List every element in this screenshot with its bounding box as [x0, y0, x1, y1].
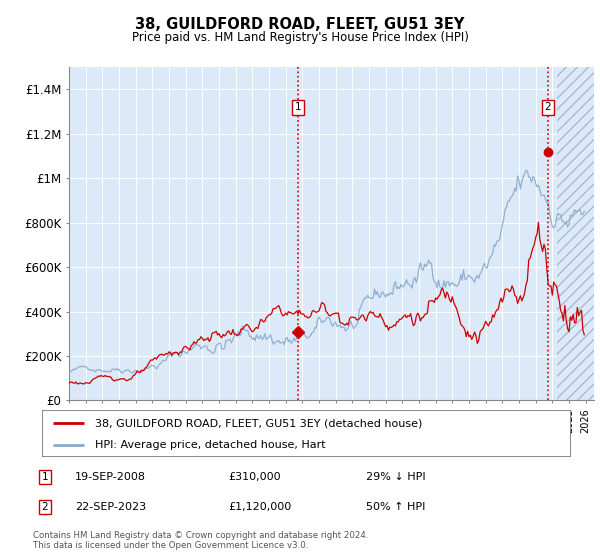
Text: 19-SEP-2008: 19-SEP-2008 [75, 472, 146, 482]
Text: 38, GUILDFORD ROAD, FLEET, GU51 3EY (detached house): 38, GUILDFORD ROAD, FLEET, GU51 3EY (det… [95, 418, 422, 428]
Text: £310,000: £310,000 [228, 472, 281, 482]
Text: 50% ↑ HPI: 50% ↑ HPI [366, 502, 425, 512]
Text: 2: 2 [41, 502, 49, 512]
Text: HPI: Average price, detached house, Hart: HPI: Average price, detached house, Hart [95, 440, 325, 450]
Text: £1,120,000: £1,120,000 [228, 502, 291, 512]
Text: 1: 1 [295, 102, 301, 112]
Text: 38, GUILDFORD ROAD, FLEET, GU51 3EY: 38, GUILDFORD ROAD, FLEET, GU51 3EY [136, 17, 464, 32]
Text: Price paid vs. HM Land Registry's House Price Index (HPI): Price paid vs. HM Land Registry's House … [131, 31, 469, 44]
Text: 1: 1 [41, 472, 49, 482]
Bar [557, 67, 594, 400]
Text: Contains HM Land Registry data © Crown copyright and database right 2024.
This d: Contains HM Land Registry data © Crown c… [33, 531, 368, 550]
Text: 29% ↓ HPI: 29% ↓ HPI [366, 472, 425, 482]
Text: 22-SEP-2023: 22-SEP-2023 [75, 502, 146, 512]
Text: 2: 2 [544, 102, 551, 112]
